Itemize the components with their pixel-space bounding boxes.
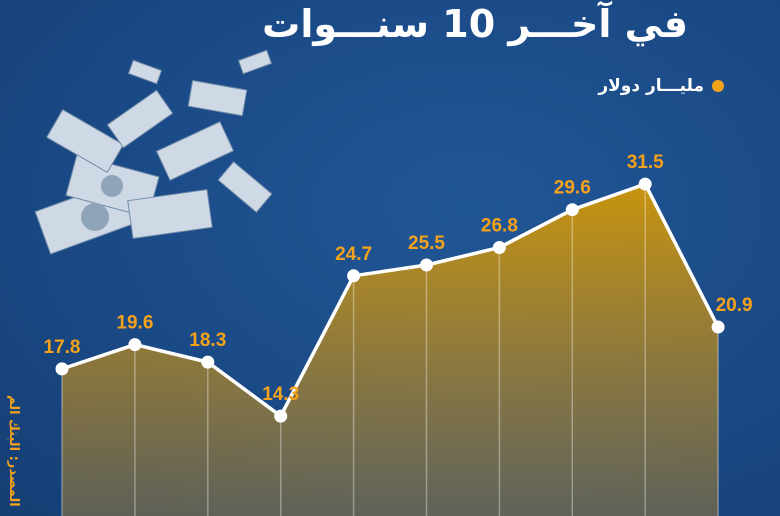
legend-dot <box>712 80 724 92</box>
data-point <box>492 240 506 254</box>
data-point <box>274 409 288 423</box>
data-point <box>565 203 579 217</box>
data-label: 20.9 <box>716 295 753 316</box>
chart-title: في آخـــر 10 سنـــوات <box>262 2 688 46</box>
data-point <box>128 338 142 352</box>
data-label: 17.8 <box>44 337 81 358</box>
series-line <box>61 182 720 418</box>
data-label: 24.7 <box>335 244 372 265</box>
legend: مليـــار دولار <box>598 76 724 96</box>
data-point <box>347 269 361 283</box>
data-point <box>201 355 215 369</box>
data-point <box>55 362 69 376</box>
area-fill <box>62 184 719 516</box>
data-point <box>638 177 652 191</box>
data-label: 29.6 <box>554 178 591 199</box>
data-point <box>711 320 725 334</box>
data-label: 19.6 <box>116 313 153 334</box>
data-label: 26.8 <box>481 215 518 236</box>
data-label: 18.3 <box>189 330 226 351</box>
data-label: 14.3 <box>262 384 299 405</box>
money-illustration <box>34 49 273 255</box>
data-label: 25.5 <box>408 233 445 254</box>
legend-label: مليـــار دولار <box>598 76 704 96</box>
data-point <box>420 258 433 272</box>
source-note: المصدر: البنك الم <box>6 395 21 507</box>
data-label: 31.5 <box>627 152 664 173</box>
